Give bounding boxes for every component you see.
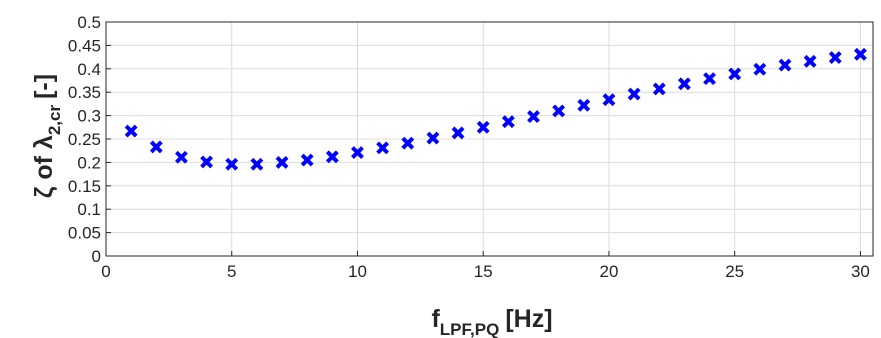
x-tick-label-5: 25 [725,262,744,281]
axis-ticks: 0 5 10 15 20 25 3000.050.10.150.20.250.30.350.… [68,13,870,281]
x-tick-label-6: 30 [851,262,870,281]
data-point-0-16 [527,110,540,123]
data-point-0-10 [376,141,390,155]
x-axis-label: fLPF,PQ [Hz] [431,305,552,338]
y-tick-label-1: 0.05 [68,224,101,243]
y-tick-label-5: 0.25 [68,130,101,149]
data-point-0-11 [401,136,415,150]
x-tick-label-2: 10 [348,262,367,281]
y-tick-label-0: 0 [92,247,101,266]
y-tick-label-7: 0.35 [68,83,101,102]
data-point-0-12 [426,131,440,145]
data-point-0-7 [300,153,314,167]
y-axis-label-unit: [-] [30,74,58,99]
data-point-0-0 [124,124,138,138]
data-point-0-17 [552,104,566,118]
data-point-0-25 [753,62,767,76]
data-point-0-5 [250,157,264,171]
data-point-0-18 [577,98,591,112]
data-point-0-6 [275,155,289,169]
x-axis-label-unit: [Hz] [505,305,552,333]
data-point-0-13 [451,126,465,140]
data-point-0-26 [778,58,792,72]
data-point-0-27 [803,54,817,68]
data-point-0-21 [652,82,666,96]
data-point-0-29 [854,47,867,61]
data-point-0-24 [728,67,742,81]
y-tick-label-8: 0.4 [77,60,101,79]
data-point-0-15 [501,115,515,129]
x-axis-label-main: f [431,305,440,333]
y-tick-label-2: 0.1 [77,200,101,219]
y-axis-label: ζ of λ2,cr [-] [30,74,64,198]
data-point-0-9 [351,146,364,159]
data-point-0-3 [200,155,214,169]
x-tick-label-0: 0 [101,262,110,281]
data-point-0-2 [175,150,188,164]
y-tick-label-10: 0.5 [77,13,101,32]
y-tick-label-9: 0.45 [68,36,101,55]
y-tick-label-6: 0.3 [77,107,101,126]
data-point-0-4 [225,157,239,171]
data-point-0-1 [149,140,163,154]
data-point-0-22 [677,77,691,91]
data-point-0-14 [476,120,490,134]
data-point-0-28 [828,51,842,64]
x-tick-label-4: 20 [599,262,618,281]
y-tick-label-3: 0.15 [68,177,101,196]
data-point-0-20 [627,87,641,101]
data-markers [124,47,867,171]
grid-lines [105,21,873,257]
y-axis-label-subscript: 2,cr [45,105,64,136]
data-point-0-8 [325,150,339,164]
x-tick-label-1: 5 [227,262,236,281]
y-tick-label-4: 0.2 [77,153,101,172]
y-axis-label-main: ζ of λ [30,135,58,198]
data-point-0-19 [602,93,616,107]
data-point-0-23 [703,72,716,86]
x-tick-label-3: 15 [474,262,493,281]
x-axis-label-subscript: LPF,PQ [440,320,500,338]
